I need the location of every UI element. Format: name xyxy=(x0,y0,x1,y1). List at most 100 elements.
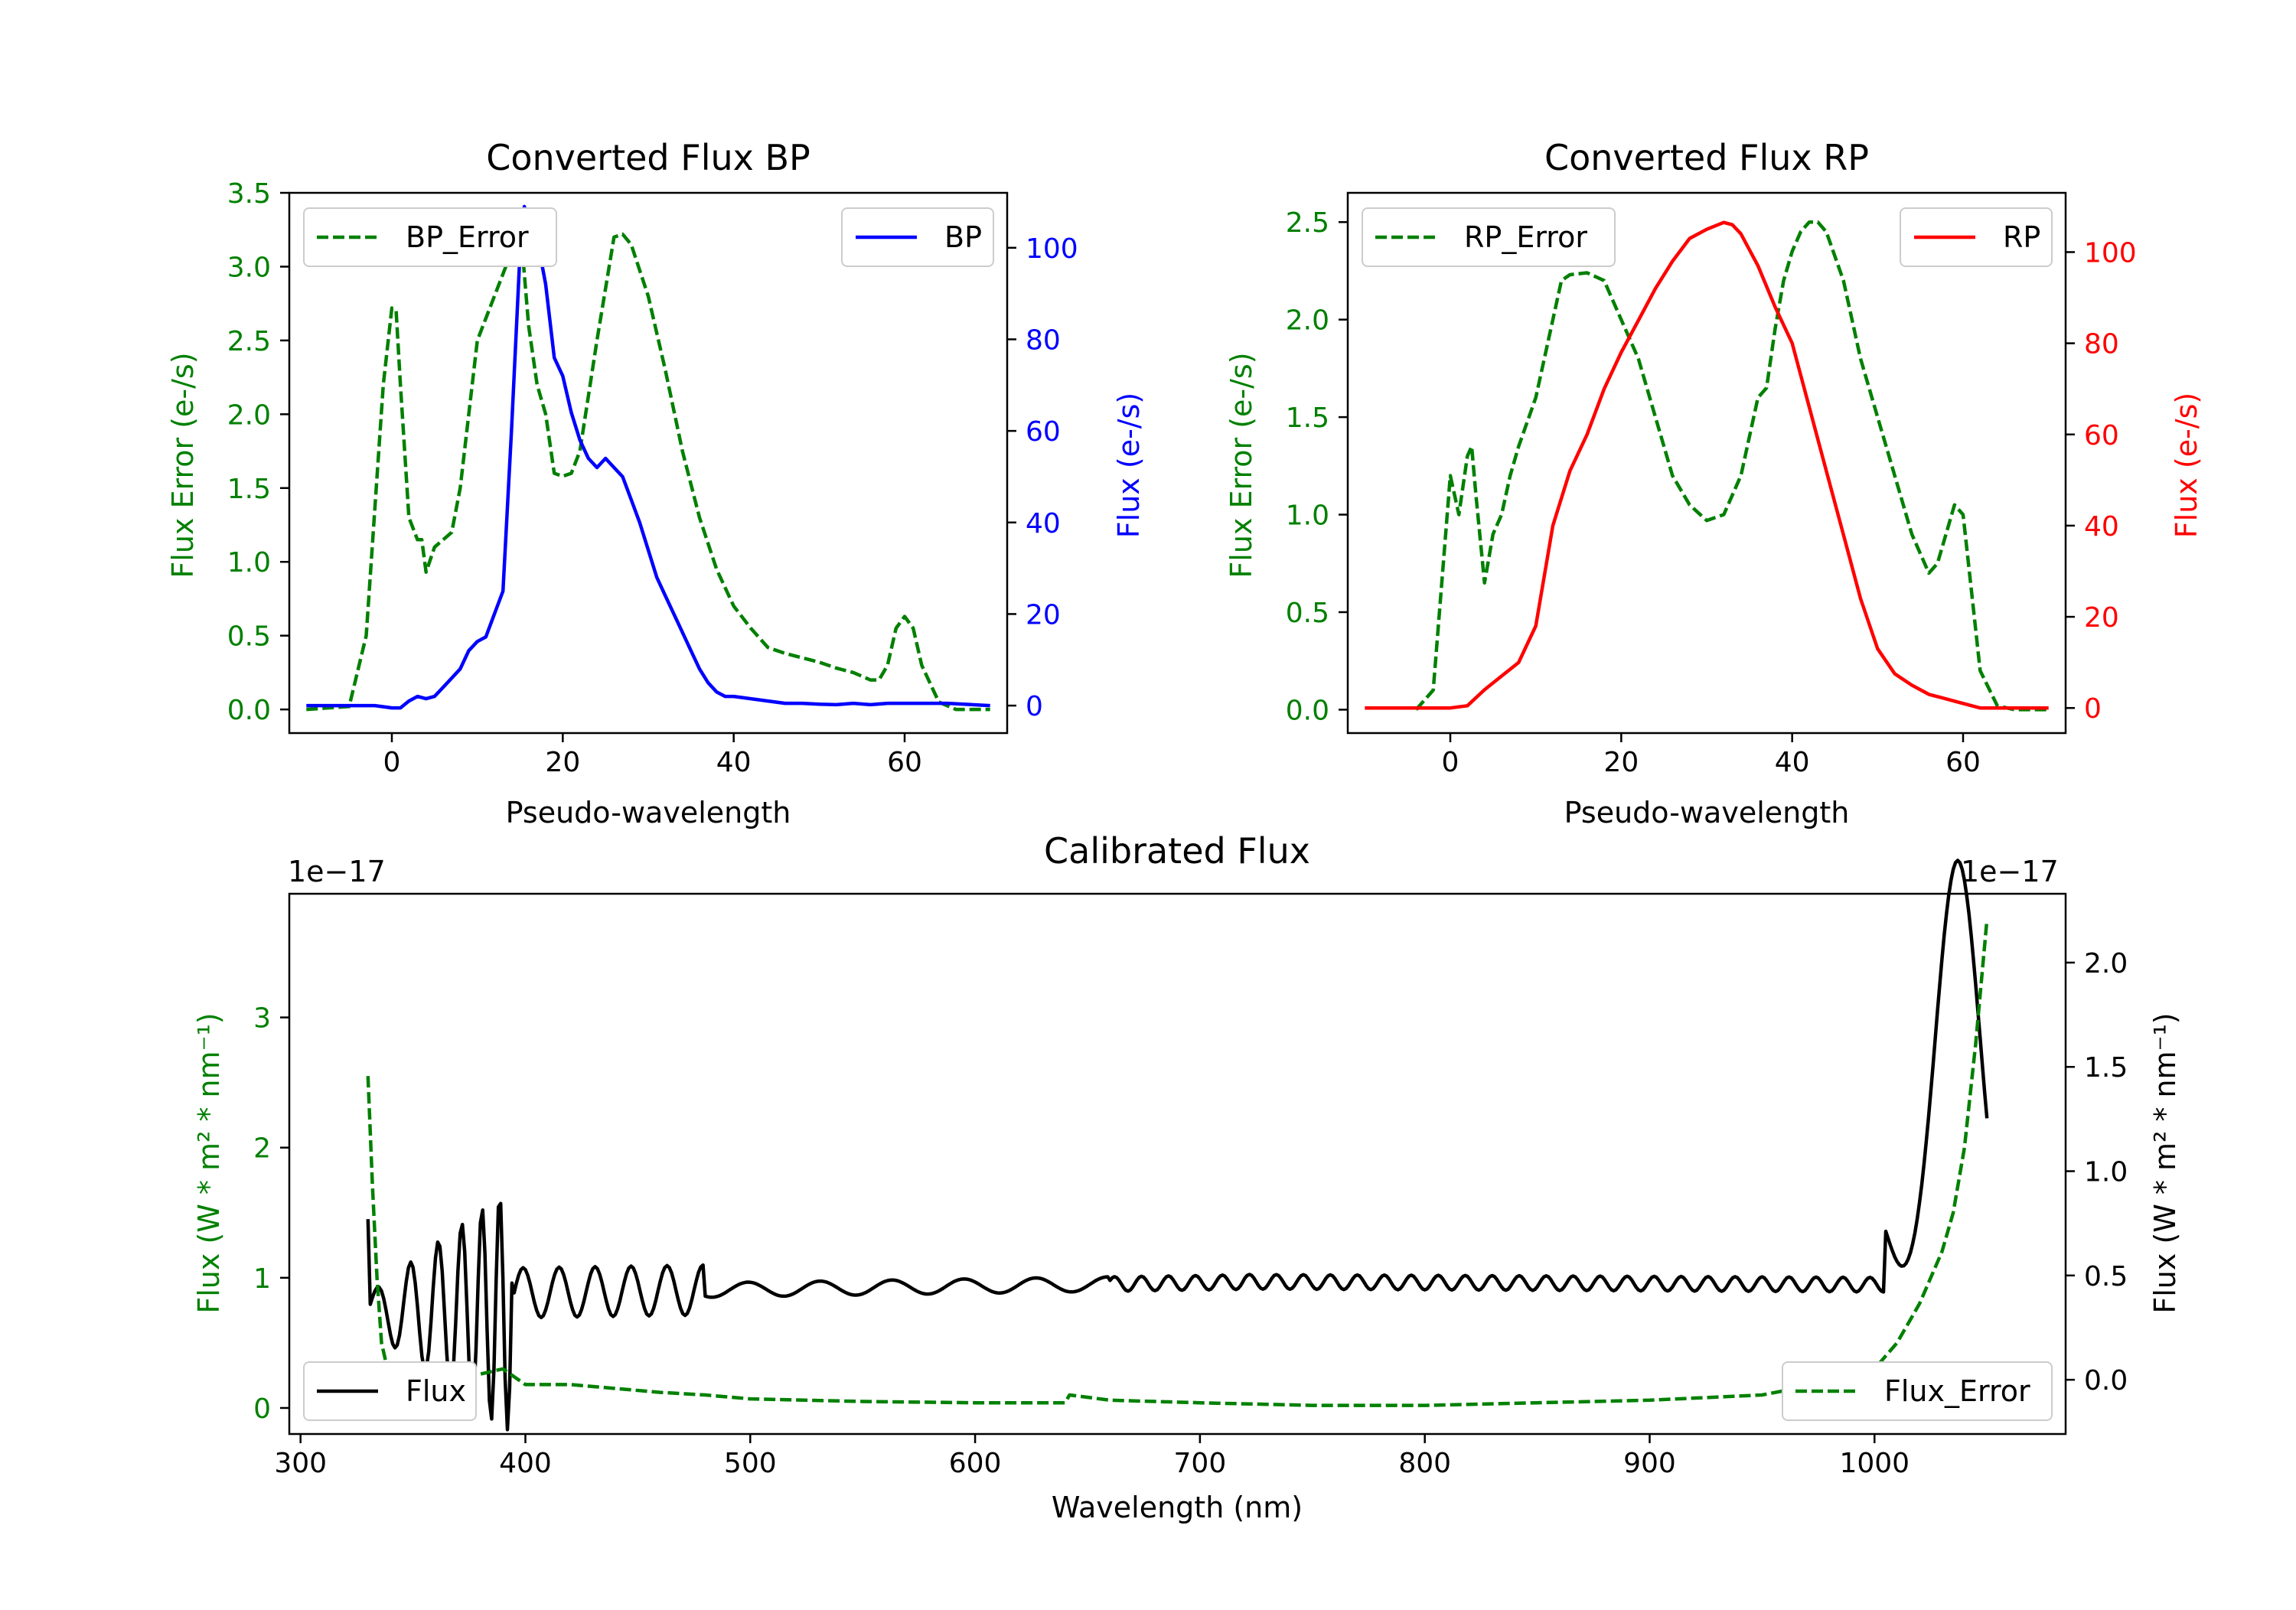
cal-left-tick-label: 3 xyxy=(253,1003,271,1035)
bp-left-tick-label: 0.5 xyxy=(227,621,271,653)
calibrated-panel: Calibrated Flux Wavelength (nm) 1e−17 1e… xyxy=(192,830,2182,1524)
bp-x-tick-label: 0 xyxy=(383,747,401,778)
rp-left-axis-label: Flux Error (e-/s) xyxy=(1225,352,1258,578)
calibrated-title: Calibrated Flux xyxy=(1044,830,1310,872)
rp-left-tick-label: 2.0 xyxy=(1286,305,1329,337)
bp-right-axis-label: Flux (e-/s) xyxy=(1112,393,1146,538)
bp-left-tick-label: 1.0 xyxy=(227,547,271,578)
rp-right-tick-label: 60 xyxy=(2084,420,2119,451)
rp-right-tick-label: 20 xyxy=(2084,602,2119,634)
calibrated-flux-legend: Flux xyxy=(303,1361,477,1421)
rp-right-tick-label: 80 xyxy=(2084,329,2119,360)
rp-right-axis-label: Flux (e-/s) xyxy=(2170,393,2203,538)
bp-lines xyxy=(306,204,990,712)
cal-right-tick-label: 0.5 xyxy=(2084,1261,2128,1292)
rp-error-legend-label: RP_Error xyxy=(1464,220,1587,254)
calibrated-right-ticks: 0.0 0.5 1.0 1.5 2.0 xyxy=(2066,948,2128,1397)
bp-right-tick-label: 0 xyxy=(1026,691,1043,722)
cal-left-tick-label: 0 xyxy=(253,1393,271,1425)
cal-x-tick-label: 400 xyxy=(499,1448,552,1479)
rp-left-ticks: 0.0 0.5 1.0 1.5 2.0 2.5 xyxy=(1286,207,1348,726)
rp-right-ticks: 0 20 40 60 80 100 xyxy=(2066,237,2137,725)
calibrated-right-axis-label: Flux (W * m² * nm⁻¹) xyxy=(2148,1012,2182,1313)
bp-plot-frame xyxy=(288,191,1009,735)
bp-x-tick-label: 20 xyxy=(545,747,580,778)
rp-legend-label: RP xyxy=(2003,220,2040,254)
rp-right-tick-label: 100 xyxy=(2084,237,2137,269)
calibrated-error-legend-label: Flux_Error xyxy=(1884,1374,2030,1408)
bp-bp-line xyxy=(306,204,990,710)
cal-left-tick-label: 1 xyxy=(253,1263,271,1295)
bp-left-tick-label: 2.0 xyxy=(227,399,271,431)
rp-lines xyxy=(1365,220,2049,712)
bp-xlabel: Pseudo-wavelength xyxy=(506,796,791,829)
bp-x-tick-label: 40 xyxy=(716,747,752,778)
bp-legend: BP xyxy=(841,207,994,267)
calibrated-left-multiplier: 1e−17 xyxy=(288,855,386,888)
bp-right-tick-label: 20 xyxy=(1026,599,1061,631)
rp-x-tick-label: 40 xyxy=(1775,747,1810,778)
bp-right-tick-label: 80 xyxy=(1026,324,1061,356)
rp-title: Converted Flux RP xyxy=(1544,137,1869,178)
bp-left-tick-label: 3.5 xyxy=(227,178,271,210)
rp-x-tick-label: 0 xyxy=(1442,747,1459,778)
bp-left-tick-label: 3.0 xyxy=(227,252,271,283)
bp-bp-error-line xyxy=(306,220,990,712)
rp-panel: Converted Flux RP Pseudo-wavelength Flux… xyxy=(1225,137,2203,829)
calibrated-x-ticks: 300 400 500 600 700 800 900 1000 xyxy=(274,1434,1910,1479)
bp-x-ticks: 0 20 40 60 xyxy=(383,733,922,778)
cal-x-tick-label: 700 xyxy=(1174,1448,1227,1479)
rp-plot-frame xyxy=(1346,191,2067,735)
cal-right-tick-label: 1.0 xyxy=(2084,1157,2128,1188)
bp-panel: Converted Flux BP Pseudo-wavelength Flux… xyxy=(166,137,1146,829)
rp-xlabel: Pseudo-wavelength xyxy=(1564,796,1850,829)
rp-left-tick-label: 2.5 xyxy=(1286,207,1329,239)
bp-left-axis-label: Flux Error (e-/s) xyxy=(166,352,200,578)
rp-left-tick-label: 0.5 xyxy=(1286,598,1329,629)
bp-right-tick-label: 100 xyxy=(1026,233,1078,265)
cal-x-tick-label: 900 xyxy=(1623,1448,1676,1479)
rp-x-tick-label: 20 xyxy=(1603,747,1639,778)
bp-left-tick-label: 0.0 xyxy=(227,695,271,726)
bp-title: Converted Flux BP xyxy=(486,137,810,178)
rp-left-tick-label: 0.0 xyxy=(1286,695,1329,726)
cal-x-tick-label: 500 xyxy=(724,1448,777,1479)
calibrated-flux-legend-label: Flux xyxy=(406,1374,466,1408)
rp-legend: RP xyxy=(1900,207,2053,267)
rp-left-tick-label: 1.5 xyxy=(1286,402,1329,434)
bp-left-tick-label: 1.5 xyxy=(227,474,271,505)
cal-right-tick-label: 0.0 xyxy=(2084,1365,2128,1397)
bp-right-tick-label: 60 xyxy=(1026,416,1061,448)
rp-rp-error-line xyxy=(1414,220,2049,712)
cal-right-tick-label: 1.5 xyxy=(2084,1052,2128,1084)
calibrated-plot-frame xyxy=(288,892,2067,1436)
bp-left-ticks: 0.0 0.5 1.0 1.5 2.0 2.5 3.0 3.5 xyxy=(227,178,289,726)
bp-right-ticks: 0 20 40 60 80 100 xyxy=(1007,233,1078,722)
rp-rp-line xyxy=(1365,220,2049,710)
rp-x-ticks: 0 20 40 60 xyxy=(1442,733,1981,778)
bp-left-tick-label: 2.5 xyxy=(227,326,271,357)
calibrated-error-legend: Flux_Error xyxy=(1782,1361,2053,1421)
bp-right-tick-label: 40 xyxy=(1026,508,1061,539)
rp-left-tick-label: 1.0 xyxy=(1286,500,1329,532)
bp-error-legend: BP_Error xyxy=(303,207,557,267)
cal-left-tick-label: 2 xyxy=(253,1133,271,1165)
calibrated-left-ticks: 0 1 2 3 xyxy=(253,1003,289,1425)
calibrated-xlabel: Wavelength (nm) xyxy=(1052,1491,1303,1524)
cal-x-tick-label: 800 xyxy=(1398,1448,1451,1479)
bp-error-legend-label: BP_Error xyxy=(406,220,529,254)
rp-error-legend: RP_Error xyxy=(1362,207,1616,267)
calibrated-flux-line xyxy=(366,859,1989,1432)
rp-right-tick-label: 40 xyxy=(2084,511,2119,543)
cal-x-tick-label: 300 xyxy=(274,1448,327,1479)
cal-x-tick-label: 600 xyxy=(949,1448,1002,1479)
rp-right-tick-label: 0 xyxy=(2084,693,2102,725)
bp-legend-label: BP xyxy=(944,220,982,254)
cal-x-tick-label: 1000 xyxy=(1839,1448,1910,1479)
rp-x-tick-label: 60 xyxy=(1945,747,1981,778)
calibrated-right-multiplier: 1e−17 xyxy=(1961,855,2059,888)
bp-x-tick-label: 60 xyxy=(887,747,922,778)
cal-right-tick-label: 2.0 xyxy=(2084,948,2128,979)
